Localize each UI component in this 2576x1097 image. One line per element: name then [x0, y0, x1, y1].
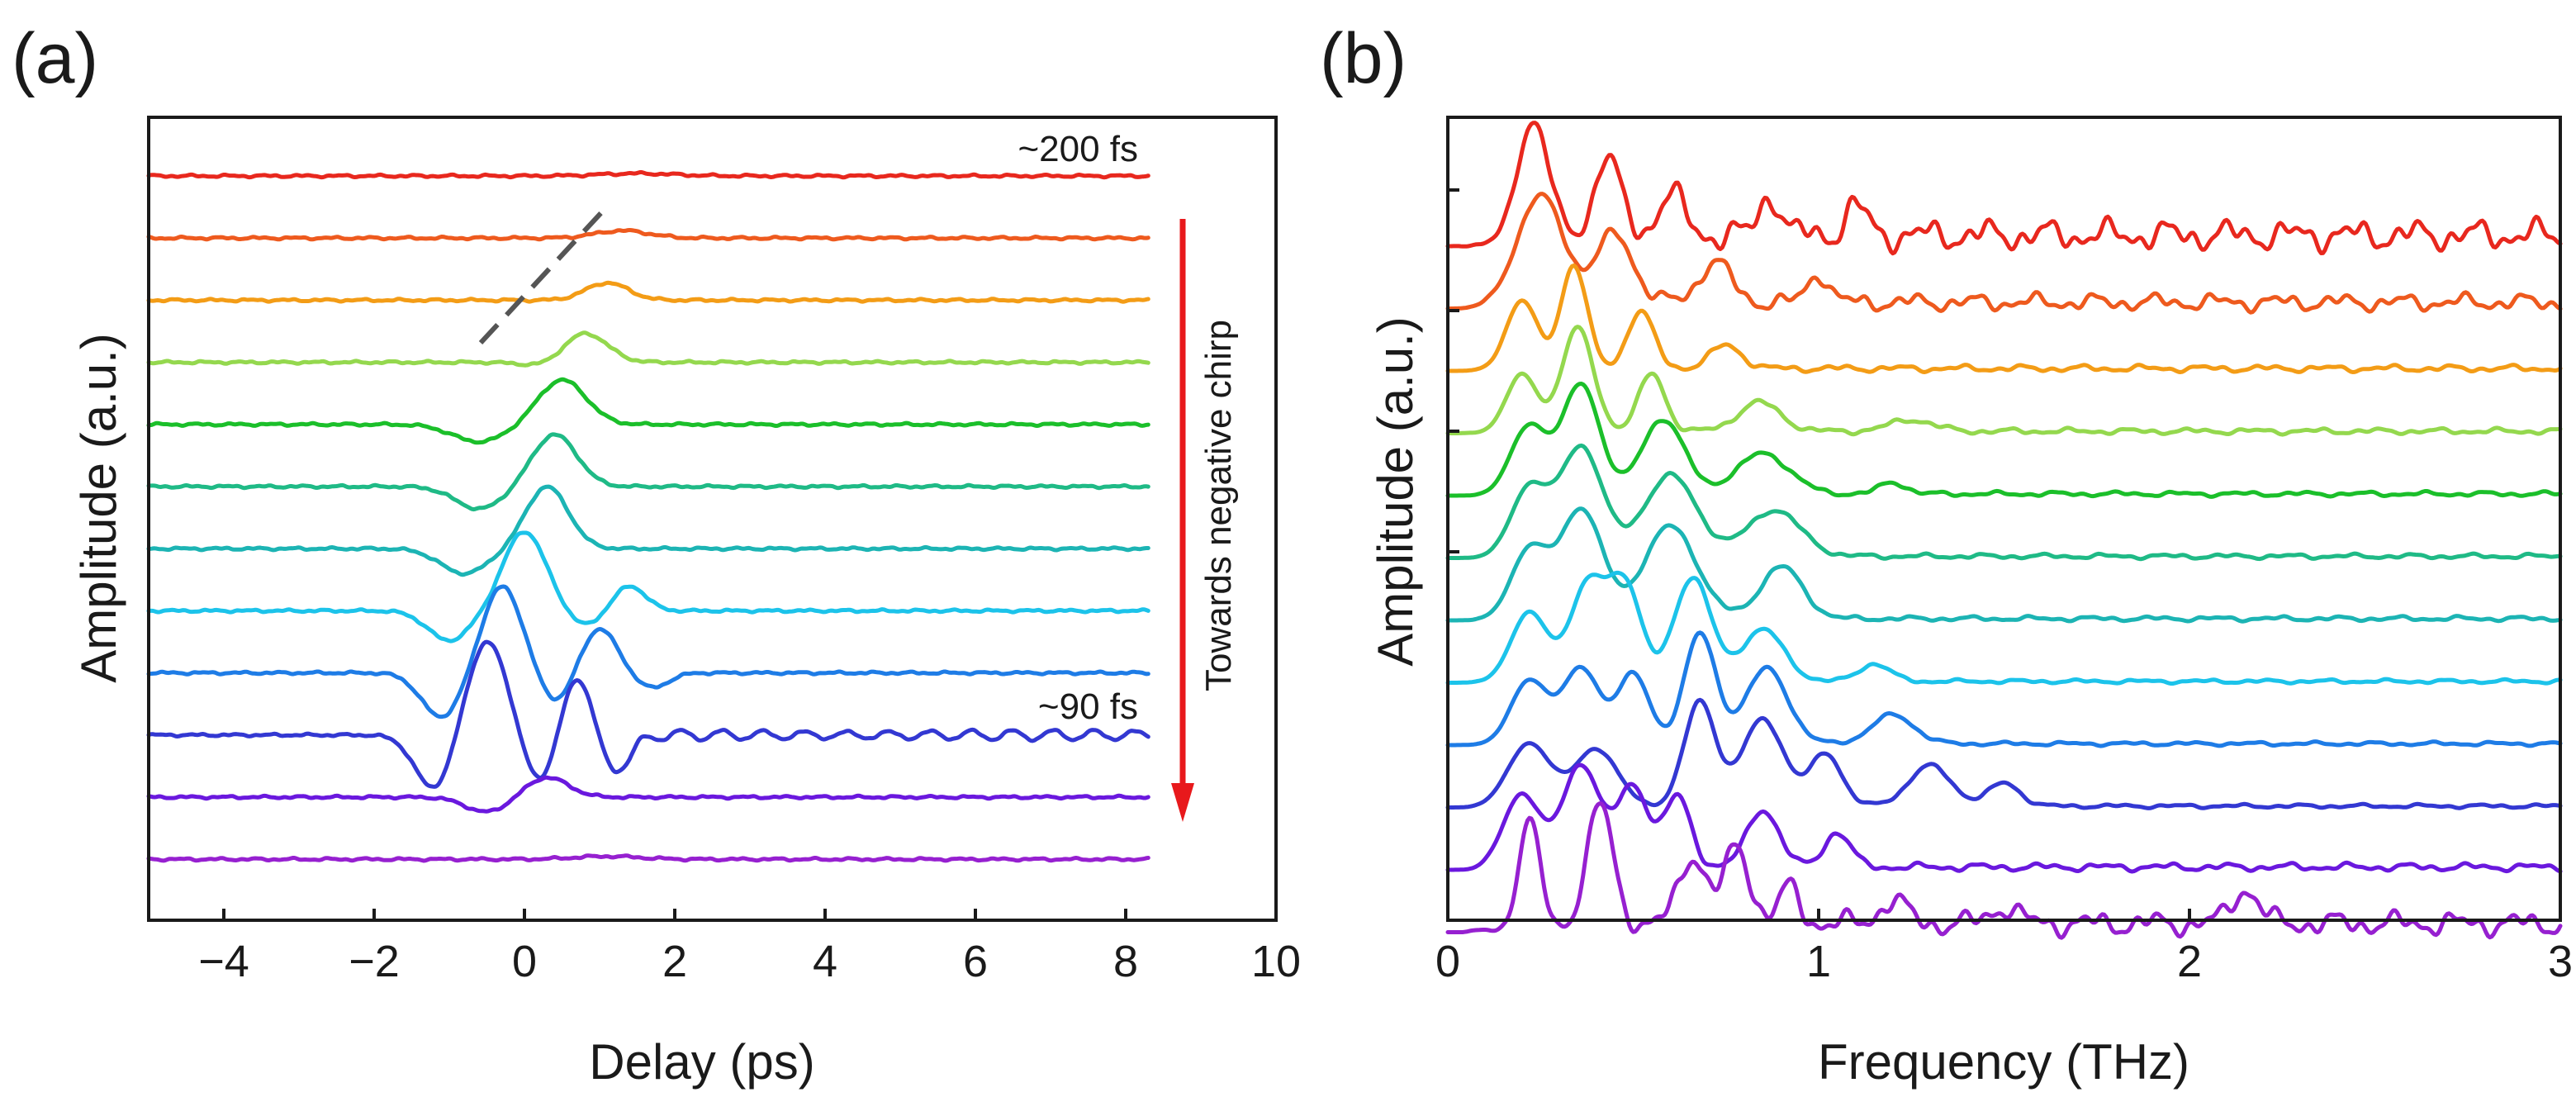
delay-trace-2 [146, 228, 1150, 242]
chirp-trend-dashed-line [478, 204, 610, 345]
panel-b-x-axis-title: Frequency (THz) [1818, 1034, 2189, 1090]
spectrum-trace-8 [1445, 570, 2563, 686]
spectrum-trace-10 [1445, 697, 2563, 810]
spectrum-trace-3 [1445, 263, 2563, 374]
delay-trace-9 [146, 584, 1150, 719]
x-tick-label: 10 [1251, 937, 1301, 986]
x-tick-label: 4 [813, 937, 837, 986]
delay-trace-5 [146, 377, 1150, 445]
spectrum-trace-5 [1445, 382, 2563, 499]
panel-a-x-ticks: −4 −2 0 2 4 6 8 10 [198, 909, 1301, 986]
panel-a-y-axis-title: Amplitude (a.u.) [71, 333, 126, 683]
x-tick-label: 0 [512, 937, 537, 986]
x-tick-label: −2 [349, 937, 400, 986]
delay-trace-3 [146, 280, 1150, 304]
delay-trace-11 [146, 775, 1150, 814]
delay-trace-1 [146, 170, 1150, 180]
x-tick-label: 0 [1435, 937, 1460, 986]
panel-b-x-ticks: 0 1 2 3 [1435, 909, 2573, 986]
delay-trace-6 [146, 432, 1150, 512]
x-tick-label: 2 [662, 937, 687, 986]
delay-trace-7 [146, 484, 1150, 577]
spectrum-trace-12 [1445, 801, 2563, 940]
panel-a-x-axis-title: Delay (ps) [589, 1034, 814, 1090]
spectrum-trace-7 [1445, 506, 2563, 624]
spectrum-trace-4 [1445, 325, 2563, 437]
bottom-pulse-label: ~90 fs [1038, 686, 1138, 727]
chirp-arrow-label: Towards negative chirp [1198, 320, 1239, 691]
x-tick-label: 6 [963, 937, 988, 986]
panel-a-label: (a) [12, 19, 98, 98]
x-tick-label: 3 [2548, 937, 2573, 986]
spectrum-trace-1 [1445, 121, 2563, 256]
panel-a-traces [146, 170, 1150, 863]
panel-a-frame [147, 116, 1278, 922]
spectrum-trace-2 [1445, 192, 2563, 315]
x-tick-label: −4 [198, 937, 249, 986]
panel-b-y-ticks [1448, 188, 1459, 553]
delay-trace-12 [146, 853, 1150, 863]
panel-b: (b) 0 1 2 3 Frequency (THz) Amplitude (a.u.… [1320, 19, 2573, 1090]
panel-a: (a) −4 −2 0 2 4 6 8 10 Delay (ps) Amplitude (a.… [12, 19, 1301, 1090]
chirp-arrow-head [1171, 783, 1194, 822]
x-tick-label: 8 [1113, 937, 1138, 986]
x-tick-label: 1 [1806, 937, 1831, 986]
panel-b-frame [1446, 116, 2562, 922]
spectrum-trace-11 [1445, 762, 2563, 874]
panel-b-label: (b) [1320, 19, 1407, 98]
delay-trace-4 [146, 330, 1150, 368]
top-pulse-label: ~200 fs [1018, 129, 1138, 169]
delay-trace-10 [146, 639, 1150, 789]
spectrum-trace-6 [1445, 443, 2563, 562]
spectrum-trace-9 [1445, 630, 2563, 748]
delay-trace-8 [146, 530, 1150, 643]
panel-b-traces [1445, 121, 2563, 940]
x-tick-label: 2 [2177, 937, 2202, 986]
panel-b-y-axis-title: Amplitude (a.u.) [1368, 316, 1423, 667]
